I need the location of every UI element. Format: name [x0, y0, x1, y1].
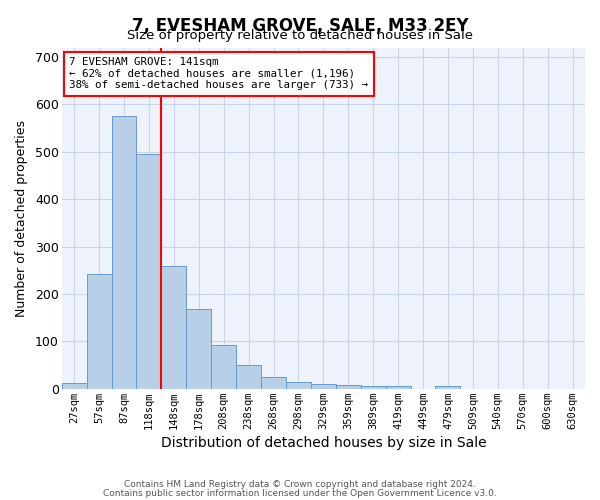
Bar	[386, 386, 410, 389]
Bar	[187, 309, 211, 389]
Bar	[261, 377, 286, 389]
Bar	[236, 365, 261, 389]
Bar	[112, 116, 136, 389]
Bar	[336, 386, 361, 389]
Bar	[136, 154, 161, 389]
Bar	[286, 382, 311, 389]
Text: Contains public sector information licensed under the Open Government Licence v3: Contains public sector information licen…	[103, 488, 497, 498]
Y-axis label: Number of detached properties: Number of detached properties	[15, 120, 28, 316]
Text: Contains HM Land Registry data © Crown copyright and database right 2024.: Contains HM Land Registry data © Crown c…	[124, 480, 476, 489]
Text: 7 EVESHAM GROVE: 141sqm
← 62% of detached houses are smaller (1,196)
38% of semi: 7 EVESHAM GROVE: 141sqm ← 62% of detache…	[69, 57, 368, 90]
Text: 7, EVESHAM GROVE, SALE, M33 2EY: 7, EVESHAM GROVE, SALE, M33 2EY	[131, 18, 469, 36]
X-axis label: Distribution of detached houses by size in Sale: Distribution of detached houses by size …	[161, 436, 486, 450]
Text: Size of property relative to detached houses in Sale: Size of property relative to detached ho…	[127, 29, 473, 42]
Bar	[62, 383, 86, 389]
Bar	[361, 386, 386, 389]
Bar	[436, 386, 460, 389]
Bar	[86, 274, 112, 389]
Bar	[161, 266, 187, 389]
Bar	[211, 345, 236, 389]
Bar	[311, 384, 336, 389]
